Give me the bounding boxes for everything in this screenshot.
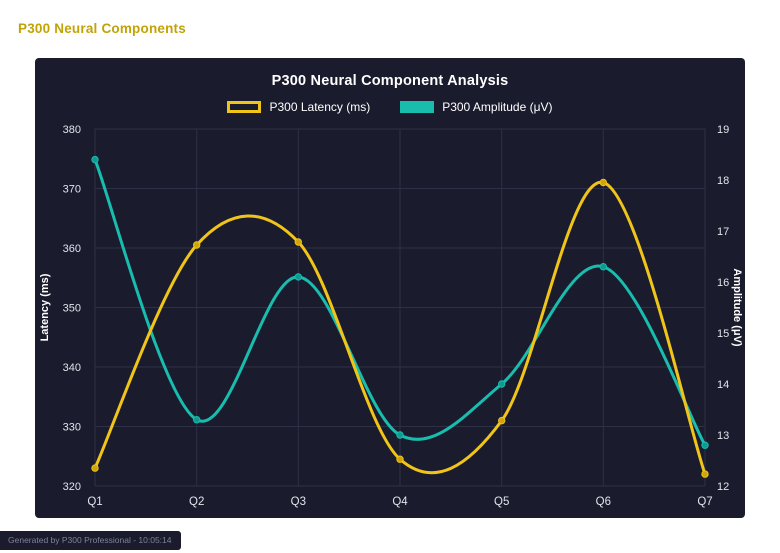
latency-point[interactable] [701, 470, 709, 478]
x-axis-tick-label: Q2 [189, 496, 204, 508]
chart-svg[interactable]: 320 330 340 350 360 370 380 12 13 14 15 16 17 18 19 Q1 Q… [35, 117, 745, 517]
right-axis-tick-label: 16 [717, 277, 729, 289]
legend-item-latency[interactable]: P300 Latency (ms) [227, 100, 370, 114]
left-axis-tick-label: 340 [63, 362, 81, 374]
amplitude-point[interactable] [599, 263, 607, 271]
chart-legend: P300 Latency (ms) P300 Amplitude (μV) [35, 100, 745, 114]
left-axis-tick-label: 320 [63, 481, 81, 493]
amplitude-point[interactable] [294, 273, 302, 281]
latency-legend-label: P300 Latency (ms) [269, 100, 371, 114]
right-axis-tick-label: 12 [717, 481, 729, 493]
axis-tick-labels: 320 330 340 350 360 370 380 12 13 14 15 16 17 18 19 Q1 Q… [63, 124, 730, 508]
amplitude-line-group [91, 155, 709, 449]
amplitude-point[interactable] [91, 155, 99, 164]
left-axis-title: Latency (ms) [39, 273, 51, 341]
right-axis-tick-label: 19 [717, 124, 729, 136]
x-axis-tick-label: Q7 [697, 496, 712, 508]
amplitude-point[interactable] [701, 441, 709, 449]
amplitude-point[interactable] [396, 431, 404, 439]
amplitude-legend-swatch [400, 101, 435, 113]
right-axis-tick-label: 18 [717, 175, 729, 187]
page-title: P300 Neural Components [18, 21, 186, 36]
left-axis-tick-label: 380 [63, 124, 81, 136]
latency-point[interactable] [599, 178, 607, 187]
chart-grid [94, 128, 706, 487]
x-axis-tick-label: Q4 [392, 496, 408, 508]
legend-item-amplitude[interactable]: P300 Amplitude (μV) [400, 100, 553, 114]
right-axis-title: Amplitude (μV) [731, 268, 743, 347]
latency-point[interactable] [91, 464, 99, 472]
amplitude-point[interactable] [498, 380, 506, 388]
latency-point[interactable] [498, 416, 506, 425]
right-axis-tick-label: 15 [717, 328, 729, 340]
right-axis-tick-label: 17 [717, 226, 729, 238]
latency-legend-swatch [227, 101, 262, 113]
amplitude-point[interactable] [193, 416, 201, 424]
left-axis-tick-label: 330 [63, 422, 81, 434]
latency-line-group [91, 178, 709, 478]
amplitude-legend-label: P300 Amplitude (μV) [442, 100, 553, 114]
x-axis-tick-label: Q5 [494, 496, 509, 508]
x-axis-tick-label: Q1 [87, 496, 102, 508]
right-axis-tick-label: 14 [717, 379, 729, 391]
footer-attribution: Generated by P300 Professional - 10:05:1… [0, 531, 181, 550]
latency-point[interactable] [193, 241, 201, 249]
x-axis-tick-label: Q6 [596, 496, 611, 508]
latency-point[interactable] [294, 238, 302, 246]
left-axis-tick-label: 370 [63, 184, 81, 196]
right-axis-tick-label: 13 [717, 430, 729, 442]
latency-point[interactable] [396, 455, 404, 463]
left-axis-tick-label: 360 [63, 243, 81, 255]
x-axis-tick-label: Q3 [291, 496, 306, 508]
chart-panel: P300 Neural Component Analysis P300 Late… [35, 58, 745, 518]
chart-title: P300 Neural Component Analysis [271, 73, 509, 89]
left-axis-tick-label: 350 [63, 303, 81, 315]
